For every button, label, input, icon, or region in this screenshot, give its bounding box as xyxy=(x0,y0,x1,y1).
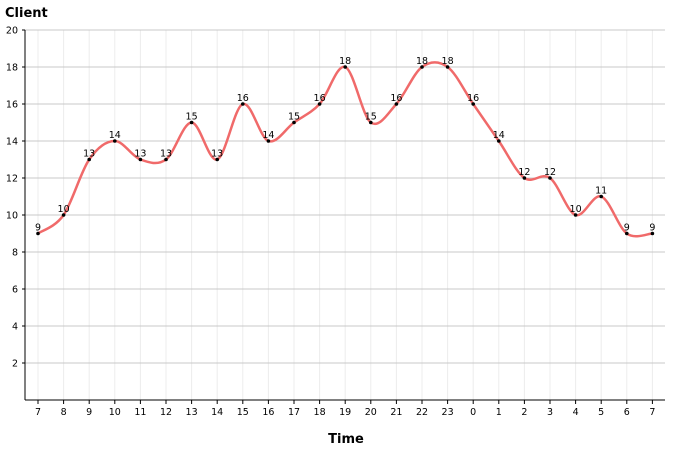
y-tick-label: 16 xyxy=(6,100,18,111)
y-axis-title: Client xyxy=(5,6,48,21)
y-tick-label: 8 xyxy=(12,248,18,259)
data-label: 16 xyxy=(390,93,402,104)
x-tick-label: 9 xyxy=(86,407,92,418)
data-point xyxy=(292,120,296,125)
x-tick-label: 7 xyxy=(649,407,655,418)
data-label: 14 xyxy=(493,130,505,141)
data-label: 14 xyxy=(262,130,274,141)
data-label: 16 xyxy=(314,93,326,104)
x-tick-label: 18 xyxy=(314,407,326,418)
data-point xyxy=(36,231,40,236)
x-tick-label: 8 xyxy=(61,407,67,418)
data-point xyxy=(317,102,322,106)
data-point xyxy=(497,139,501,143)
data-label: 10 xyxy=(58,204,70,215)
data-label: 13 xyxy=(211,149,223,160)
data-label: 16 xyxy=(237,93,249,104)
data-point xyxy=(445,65,450,69)
y-tick-label: 20 xyxy=(6,26,18,37)
data-point xyxy=(420,65,424,69)
data-point xyxy=(87,157,91,162)
data-label: 9 xyxy=(624,223,630,234)
x-tick-label: 14 xyxy=(211,407,223,418)
y-tick-label: 2 xyxy=(12,359,18,370)
y-tick-label: 12 xyxy=(6,174,18,185)
data-label: 16 xyxy=(467,93,479,104)
data-point xyxy=(189,120,194,125)
y-tick-label: 10 xyxy=(6,211,18,222)
x-tick-label: 7 xyxy=(35,407,41,418)
data-labels: 9 10 13 14 13 13 15 13 16 14 15 16 18 15 16 18 18 16 14 12 1… xyxy=(35,56,655,234)
x-tick-label: 15 xyxy=(237,407,249,418)
data-point xyxy=(599,194,603,199)
y-tick-label: 6 xyxy=(12,285,18,296)
data-point xyxy=(241,102,245,106)
grid xyxy=(25,29,665,400)
data-label: 15 xyxy=(288,112,300,123)
x-tick-label: 19 xyxy=(339,407,351,418)
data-point xyxy=(394,102,399,106)
x-tick-label: 3 xyxy=(547,407,553,418)
data-point xyxy=(138,157,143,162)
data-label: 18 xyxy=(416,56,428,67)
x-tick-label: 1 xyxy=(496,407,502,418)
data-label: 18 xyxy=(339,56,351,67)
data-label: 12 xyxy=(544,167,556,178)
data-point xyxy=(164,157,168,162)
x-tick-label: 0 xyxy=(470,407,476,418)
x-tick-label: 6 xyxy=(624,407,630,418)
x-tick-label: 21 xyxy=(390,407,402,418)
data-label: 11 xyxy=(595,186,607,197)
data-label: 15 xyxy=(365,112,377,123)
y-tick-labels: 2 4 6 8 10 12 14 16 18 20 xyxy=(6,26,25,370)
data-point xyxy=(61,213,66,217)
data-label: 12 xyxy=(518,167,530,178)
x-tick-label: 17 xyxy=(288,407,300,418)
data-label: 14 xyxy=(109,130,121,141)
data-point xyxy=(522,176,527,180)
data-point xyxy=(266,139,271,143)
data-label: 15 xyxy=(186,112,198,123)
data-label: 13 xyxy=(83,149,95,160)
x-tick-label: 4 xyxy=(573,407,579,418)
x-axis-title: Time xyxy=(328,432,364,447)
x-tick-label: 23 xyxy=(442,407,454,418)
data-point xyxy=(573,213,578,217)
y-tick-label: 4 xyxy=(12,322,18,333)
x-tick-labels: 7 8 9 10 11 12 13 14 15 16 17 18 19 20 21 22 23 0 1 2 3 4 5 6 7 xyxy=(35,400,655,418)
markers xyxy=(36,65,655,236)
data-label: 10 xyxy=(570,204,582,215)
data-point xyxy=(343,65,348,69)
data-point xyxy=(471,102,476,106)
y-tick-label: 18 xyxy=(6,63,18,74)
data-point xyxy=(369,120,373,125)
data-point xyxy=(548,176,552,180)
data-label: 13 xyxy=(134,149,146,160)
x-tick-label: 22 xyxy=(416,407,428,418)
data-label: 9 xyxy=(649,223,655,234)
x-tick-label: 11 xyxy=(134,407,146,418)
x-tick-label: 20 xyxy=(365,407,377,418)
x-tick-label: 12 xyxy=(160,407,172,418)
x-tick-label: 16 xyxy=(262,407,274,418)
data-point xyxy=(113,139,117,143)
x-tick-label: 13 xyxy=(186,407,198,418)
data-point xyxy=(650,231,655,236)
data-point xyxy=(215,157,219,162)
data-label: 18 xyxy=(442,56,454,67)
data-label: 13 xyxy=(160,149,172,160)
x-tick-label: 10 xyxy=(109,407,121,418)
data-label: 9 xyxy=(35,223,41,234)
data-point xyxy=(625,231,629,236)
x-tick-label: 2 xyxy=(521,407,527,418)
y-tick-label: 14 xyxy=(6,137,18,148)
x-tick-label: 5 xyxy=(598,407,604,418)
